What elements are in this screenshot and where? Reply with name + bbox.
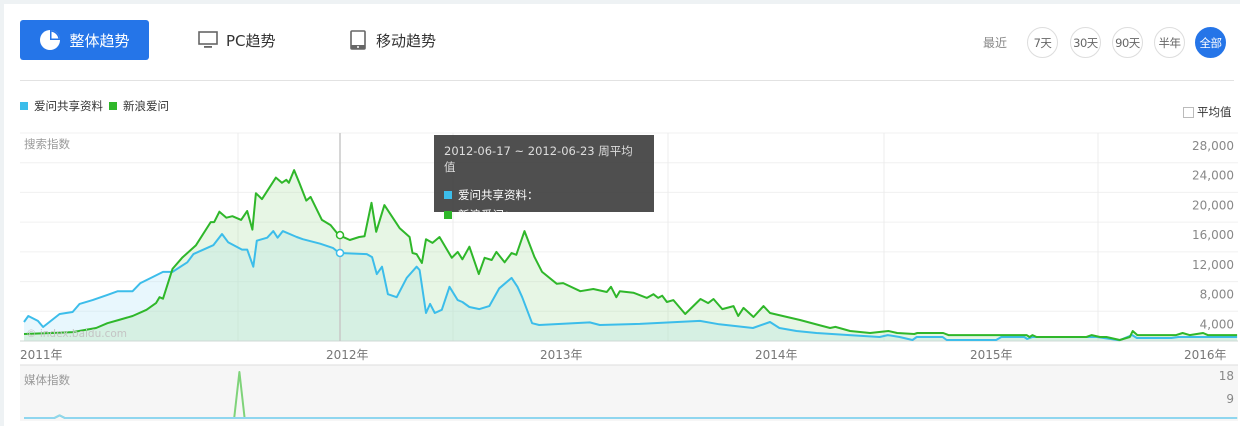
watermark: © index.baidu.com — [26, 328, 127, 340]
y-tick-label: 24,000 — [1192, 169, 1234, 183]
media-chart-background — [20, 365, 1238, 421]
average-toggle[interactable]: 平均值 — [1183, 104, 1232, 120]
tooltip-swatch-blue — [444, 191, 452, 199]
range-7-days[interactable]: 7天 — [1027, 27, 1058, 58]
tab-label: 移动趋势 — [376, 31, 437, 50]
tooltip-title: 2012-06-17 ~ 2012-06-23 周平均值 — [444, 144, 633, 174]
range-label: 最近 — [983, 36, 1008, 50]
tab-label: PC趋势 — [226, 31, 276, 50]
search-index-title: 搜索指数 — [24, 137, 70, 151]
tab-label: 整体趋势 — [69, 31, 130, 50]
y-tick-label: 4,000 — [1200, 317, 1234, 331]
tab-pc-trend[interactable]: PC趋势 — [198, 20, 276, 60]
legend-swatch-green — [109, 102, 117, 110]
tablet-icon — [350, 30, 366, 50]
media-y-tick-label: 18 — [1219, 369, 1234, 383]
y-tick-label: 12,000 — [1192, 258, 1234, 272]
average-checkbox[interactable] — [1183, 106, 1194, 118]
trend-panel — [4, 4, 1240, 426]
media-index-title: 媒体指数 — [24, 373, 70, 387]
hover-point-marker — [335, 248, 345, 258]
x-tick-label: 2012年 — [326, 348, 369, 362]
series-line-green — [23, 169, 1238, 341]
pie-chart-icon — [40, 30, 61, 50]
y-tick-label: 16,000 — [1192, 228, 1234, 242]
range-half-year[interactable]: 半年 — [1154, 27, 1185, 58]
legend-item[interactable]: 爱问共享资料 — [34, 99, 103, 113]
series-area-blue — [24, 231, 1238, 341]
range-30-days[interactable]: 30天 — [1070, 27, 1101, 58]
legend-item[interactable]: 新浪爱问 — [123, 99, 169, 113]
x-tick-label: 2015年 — [970, 348, 1013, 362]
media-series-line — [24, 414, 1238, 419]
x-tick-label: 2011年 — [20, 348, 63, 362]
y-tick-label: 8,000 — [1200, 288, 1234, 302]
x-tick-label: 2013年 — [540, 348, 583, 362]
chart-legend: 爱问共享资料 新浪爱问 — [20, 98, 169, 114]
tab-overall-trend[interactable]: 整体趋势 — [20, 20, 149, 60]
monitor-icon — [198, 31, 218, 48]
tooltip-swatch-green — [444, 211, 452, 219]
range-all[interactable]: 全部 — [1195, 27, 1226, 58]
series-line-blue — [23, 230, 1238, 342]
legend-swatch-blue — [20, 102, 28, 110]
hover-point-marker — [335, 230, 345, 240]
y-tick-label: 28,000 — [1192, 139, 1234, 153]
tooltip-row: 新浪爱问： — [458, 208, 516, 222]
series-area-green — [24, 170, 1238, 341]
x-tick-label: 2014年 — [755, 348, 798, 362]
tab-mobile-trend[interactable]: 移动趋势 — [350, 20, 436, 60]
x-tick-label: 2016年 — [1184, 348, 1227, 362]
media-y-tick-label: 9 — [1226, 392, 1234, 406]
tooltip: 2012-06-17 ~ 2012-06-23 周平均值 爱问共享资料： 新浪爱… — [434, 135, 654, 222]
tooltip-row: 爱问共享资料： — [458, 188, 539, 202]
average-label: 平均值 — [1197, 105, 1232, 119]
y-tick-label: 20,000 — [1192, 198, 1234, 212]
header-divider — [20, 80, 1234, 81]
range-90-days[interactable]: 90天 — [1112, 27, 1143, 58]
